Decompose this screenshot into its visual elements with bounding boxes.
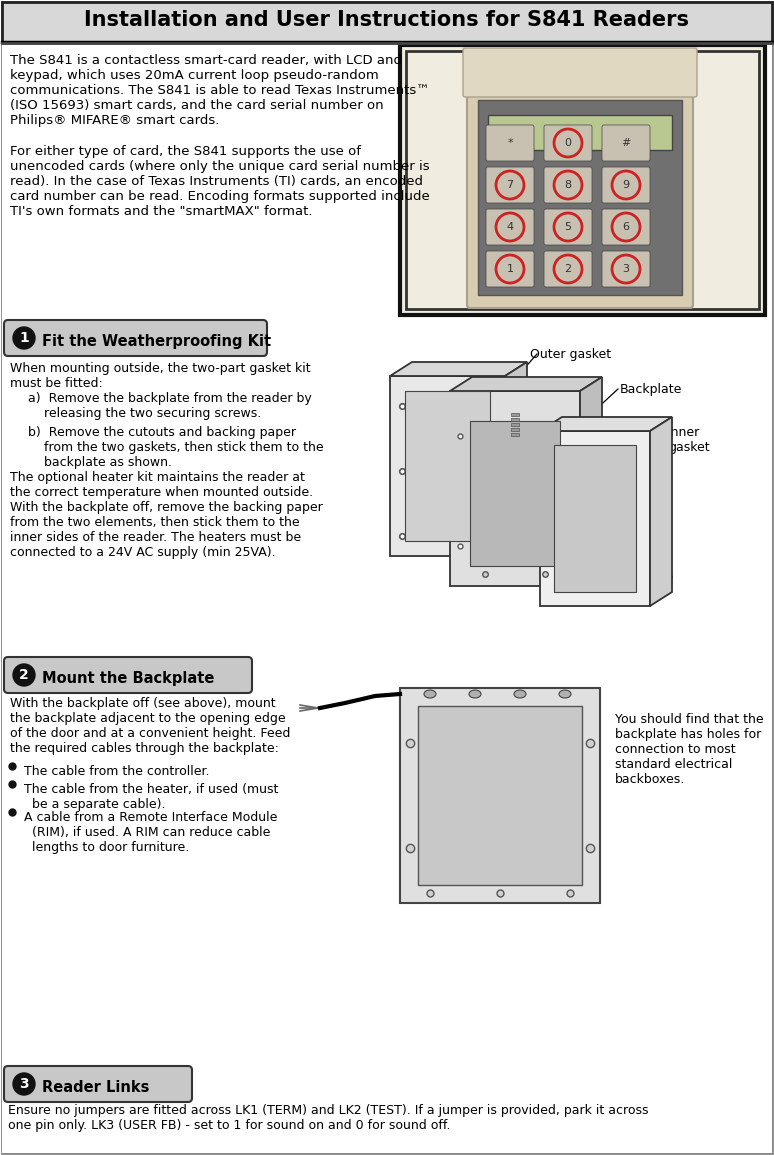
Text: Backplate
securing screws: Backplate securing screws [573, 554, 673, 582]
FancyBboxPatch shape [4, 1066, 192, 1102]
Bar [478, 100, 682, 295]
Text: 6: 6 [622, 222, 629, 232]
Bar [400, 45, 765, 315]
Text: 1: 1 [506, 264, 513, 274]
Bar [488, 116, 672, 150]
Bar [400, 688, 600, 903]
Text: For either type of card, the S841 supports the use of
unencoded cards (where onl: For either type of card, the S841 suppor… [10, 146, 430, 218]
Bar [511, 433, 519, 435]
FancyBboxPatch shape [4, 320, 267, 356]
Bar [511, 418, 519, 422]
Text: 0: 0 [564, 137, 571, 148]
Ellipse shape [424, 690, 436, 698]
Circle shape [13, 664, 35, 686]
FancyBboxPatch shape [602, 209, 650, 245]
Polygon shape [390, 377, 505, 556]
Text: 3: 3 [622, 264, 629, 274]
Text: A cable from a Remote Interface Module
  (RIM), if used. A RIM can reduce cable
: A cable from a Remote Interface Module (… [24, 811, 277, 854]
Text: 2: 2 [564, 264, 571, 274]
Bar [511, 423, 519, 426]
FancyBboxPatch shape [602, 251, 650, 286]
Text: #: # [622, 137, 631, 148]
Polygon shape [650, 417, 672, 606]
Text: The S841 is a contactless smart-card reader, with LCD and
keypad, which uses 20m: The S841 is a contactless smart-card rea… [10, 54, 430, 127]
Text: 5: 5 [564, 222, 571, 232]
Text: 7: 7 [506, 180, 514, 191]
Bar [406, 51, 759, 310]
FancyBboxPatch shape [486, 167, 534, 203]
FancyBboxPatch shape [602, 125, 650, 161]
Bar [511, 429, 519, 431]
Polygon shape [505, 362, 527, 556]
Text: When mounting outside, the two-part gasket kit
must be fitted:: When mounting outside, the two-part gask… [10, 362, 310, 390]
Text: Fit the Weatherproofing Kit: Fit the Weatherproofing Kit [42, 334, 271, 349]
Bar [554, 445, 636, 593]
FancyBboxPatch shape [4, 657, 252, 693]
Bar [405, 392, 490, 541]
Text: The optional heater kit maintains the reader at
the correct temperature when mou: The optional heater kit maintains the re… [10, 471, 323, 559]
FancyBboxPatch shape [544, 167, 592, 203]
Text: Installation and User Instructions for S841 Readers: Installation and User Instructions for S… [84, 10, 690, 30]
Ellipse shape [559, 690, 571, 698]
Polygon shape [540, 417, 672, 431]
Text: 3: 3 [19, 1076, 29, 1091]
Text: You should find that the
backplate has holes for
connection to most
standard ele: You should find that the backplate has h… [615, 713, 764, 787]
FancyBboxPatch shape [486, 125, 534, 161]
Text: Backplate: Backplate [620, 383, 683, 396]
Polygon shape [450, 392, 580, 586]
Text: *: * [507, 137, 513, 148]
Bar [2, 2, 772, 42]
Polygon shape [540, 431, 650, 606]
Text: 9: 9 [622, 180, 629, 191]
Bar [418, 706, 582, 885]
FancyBboxPatch shape [544, 125, 592, 161]
Polygon shape [390, 362, 527, 377]
FancyBboxPatch shape [544, 209, 592, 245]
Circle shape [13, 1073, 35, 1095]
Bar [511, 413, 519, 416]
FancyBboxPatch shape [463, 49, 697, 97]
Text: 1: 1 [19, 331, 29, 345]
Text: The cable from the controller.: The cable from the controller. [24, 765, 210, 778]
Polygon shape [450, 377, 602, 392]
FancyBboxPatch shape [544, 251, 592, 286]
Text: a)  Remove the backplate from the reader by
    releasing the two securing screw: a) Remove the backplate from the reader … [28, 392, 312, 420]
Text: 2: 2 [19, 668, 29, 681]
Circle shape [13, 327, 35, 349]
Text: b)  Remove the cutouts and backing paper
    from the two gaskets, then stick th: b) Remove the cutouts and backing paper … [28, 426, 324, 469]
Text: Ensure no jumpers are fitted across LK1 (TERM) and LK2 (TEST). If a jumper is pr: Ensure no jumpers are fitted across LK1 … [8, 1104, 649, 1132]
Polygon shape [580, 377, 602, 586]
Text: Outer gasket: Outer gasket [530, 348, 611, 362]
Text: 4: 4 [506, 222, 514, 232]
Bar [470, 422, 560, 566]
Text: With the backplate off (see above), mount
the backplate adjacent to the opening : With the backplate off (see above), moun… [10, 696, 290, 755]
Ellipse shape [514, 690, 526, 698]
Text: Mount the Backplate: Mount the Backplate [42, 671, 214, 686]
Text: 8: 8 [564, 180, 571, 191]
Text: Inner
gasket: Inner gasket [668, 426, 710, 454]
FancyBboxPatch shape [467, 52, 693, 308]
Text: The cable from the heater, if used (must
  be a separate cable).: The cable from the heater, if used (must… [24, 783, 279, 811]
Ellipse shape [469, 690, 481, 698]
Text: Reader Links: Reader Links [42, 1080, 149, 1095]
FancyBboxPatch shape [486, 251, 534, 286]
FancyBboxPatch shape [486, 209, 534, 245]
FancyBboxPatch shape [602, 167, 650, 203]
